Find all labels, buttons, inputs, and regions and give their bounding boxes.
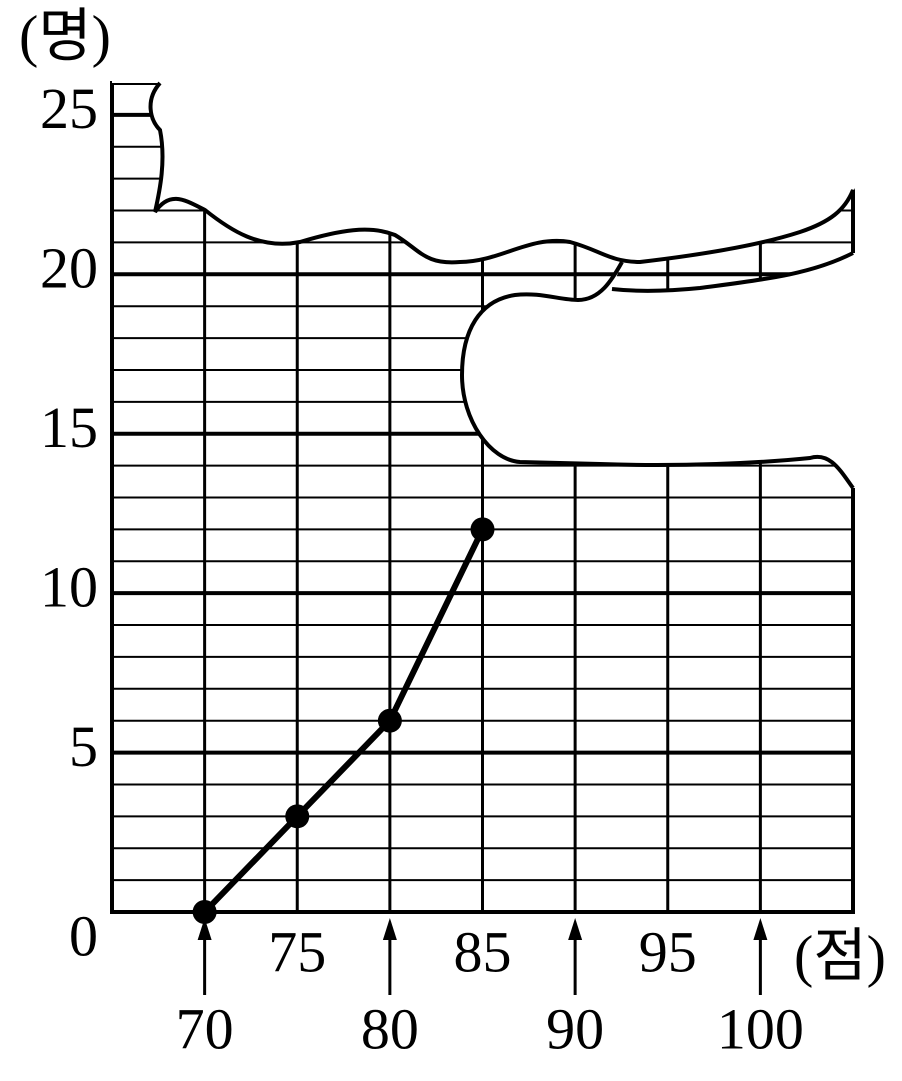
- data-point: [470, 517, 495, 542]
- y-unit-label: (명): [19, 3, 111, 68]
- y-tick-label: 0: [69, 903, 98, 968]
- tick-arrowhead: [753, 918, 768, 940]
- tear-top: [112, 70, 860, 263]
- y-tick-label: 10: [40, 554, 98, 619]
- tear-top-edge: [148, 81, 855, 265]
- tear-strip-edge: [611, 251, 854, 293]
- tick-arrowhead: [568, 918, 583, 940]
- x-tick-label: 80: [361, 996, 419, 1061]
- y-tick-label: 5: [69, 714, 98, 779]
- y-tick-label: 15: [40, 395, 98, 460]
- data-point: [192, 900, 217, 924]
- x-tick-label: 95: [639, 919, 697, 984]
- labels: (명) (점) 0 5 10 15 20 25 70 75 80 85 90 95 100: [19, 3, 886, 1061]
- tick-arrowhead: [197, 918, 212, 940]
- x-tick-label: 100: [717, 996, 804, 1061]
- y-tick-label: 25: [40, 76, 98, 141]
- torn-paper: [112, 70, 860, 490]
- data-point: [285, 804, 310, 829]
- tick-arrowhead: [382, 918, 397, 940]
- x-tick-label: 75: [268, 919, 326, 984]
- x-tick-label: 70: [176, 996, 234, 1061]
- x-unit-label: (점): [794, 923, 886, 988]
- x-tick-label: 90: [546, 996, 604, 1061]
- tear-hole-edge: [459, 261, 855, 490]
- data-point: [377, 708, 402, 733]
- x-tick-label: 85: [454, 919, 512, 984]
- data-line: [202, 528, 486, 915]
- y-tick-label: 20: [40, 236, 98, 301]
- tear-hole: [462, 253, 860, 488]
